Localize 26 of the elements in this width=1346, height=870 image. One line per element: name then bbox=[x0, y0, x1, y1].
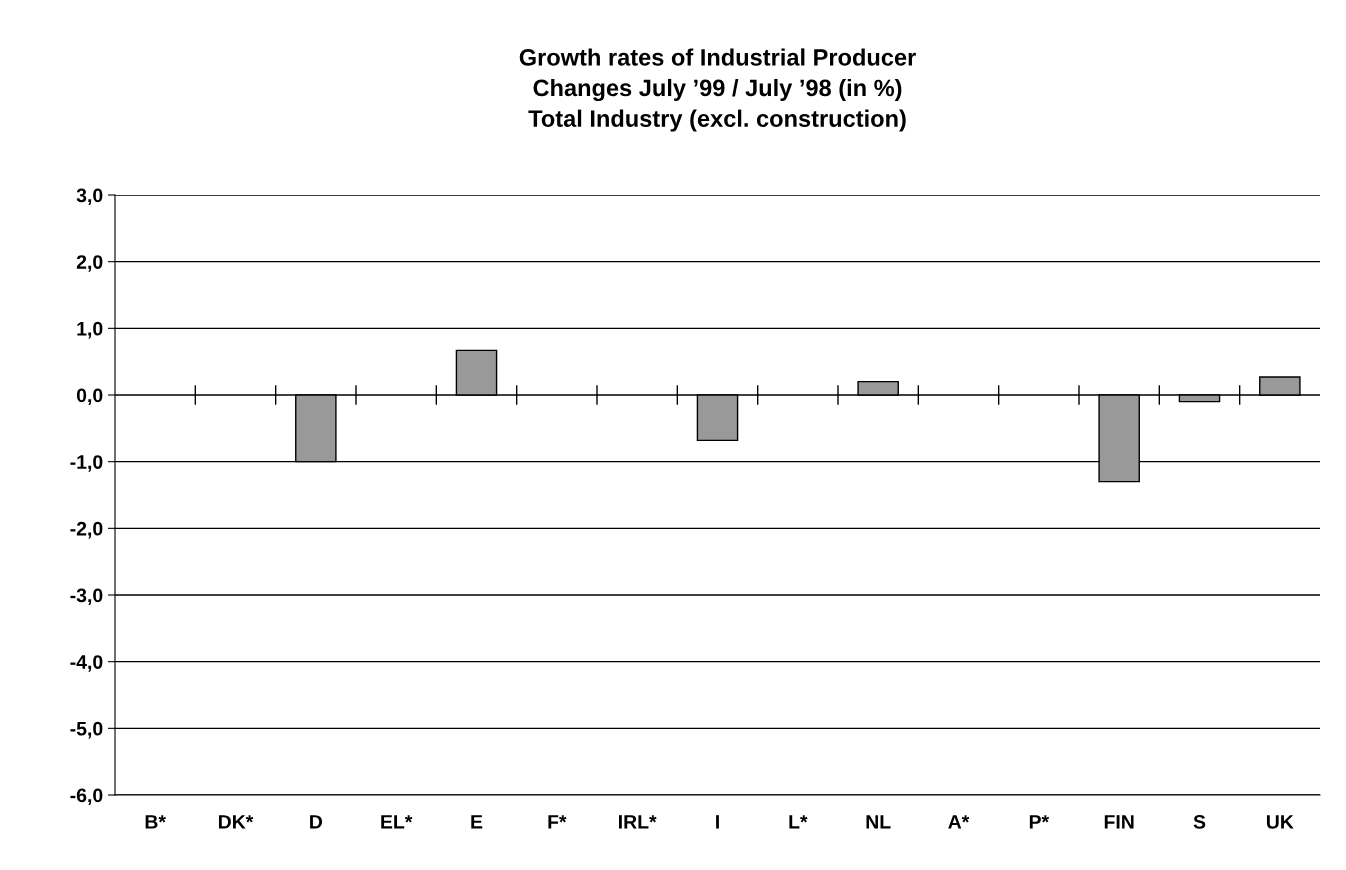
x-tick-label: NL bbox=[866, 815, 891, 829]
x-tick-label: A* bbox=[948, 815, 970, 829]
y-tick-label: -2,0 bbox=[70, 521, 103, 539]
x-tick-label: P* bbox=[1029, 815, 1050, 829]
y-tick-label: -1,0 bbox=[70, 455, 103, 472]
y-tick-label: 0,0 bbox=[76, 388, 103, 406]
x-tick-label: DK* bbox=[218, 815, 254, 829]
x-tick-label: IRL* bbox=[619, 815, 657, 829]
x-tick-label: FIN bbox=[1104, 815, 1134, 829]
x-tick-label: UK bbox=[1266, 815, 1294, 829]
x-tick-label: D bbox=[310, 815, 323, 829]
x-tick-label: L* bbox=[789, 815, 808, 829]
y-tick-label: 2,0 bbox=[76, 255, 103, 272]
y-tick-label: 3,0 bbox=[76, 188, 103, 206]
y-tick-label: 1,0 bbox=[77, 321, 103, 339]
y-tick-label: -4,0 bbox=[70, 655, 103, 672]
x-tick-label: EL* bbox=[381, 815, 413, 829]
y-tick-label: -6,0 bbox=[70, 788, 103, 806]
y-tick-label: -3,0 bbox=[70, 588, 103, 606]
x-tick-label: I bbox=[716, 815, 719, 829]
x-tick-label: S bbox=[1193, 814, 1206, 829]
x-tick-label: B* bbox=[145, 815, 166, 829]
chart-title: Growth rates of Industrial Producer Changes July ’99 / July ’98 (in %) Total Industry (excl. construction) bbox=[519, 48, 916, 132]
x-tick-label: F* bbox=[548, 815, 567, 829]
x-tick-label: E bbox=[471, 815, 483, 829]
y-tick-label: -5,0 bbox=[70, 721, 103, 739]
